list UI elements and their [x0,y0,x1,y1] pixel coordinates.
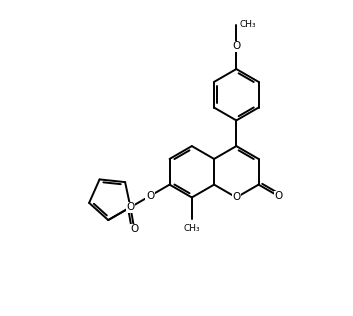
Text: O: O [126,202,134,212]
Text: O: O [130,224,138,234]
Text: O: O [232,41,240,52]
Text: CH₃: CH₃ [239,20,256,29]
Text: CH₃: CH₃ [184,224,200,233]
Text: O: O [275,191,283,201]
Text: O: O [146,191,154,201]
Text: O: O [232,192,240,203]
